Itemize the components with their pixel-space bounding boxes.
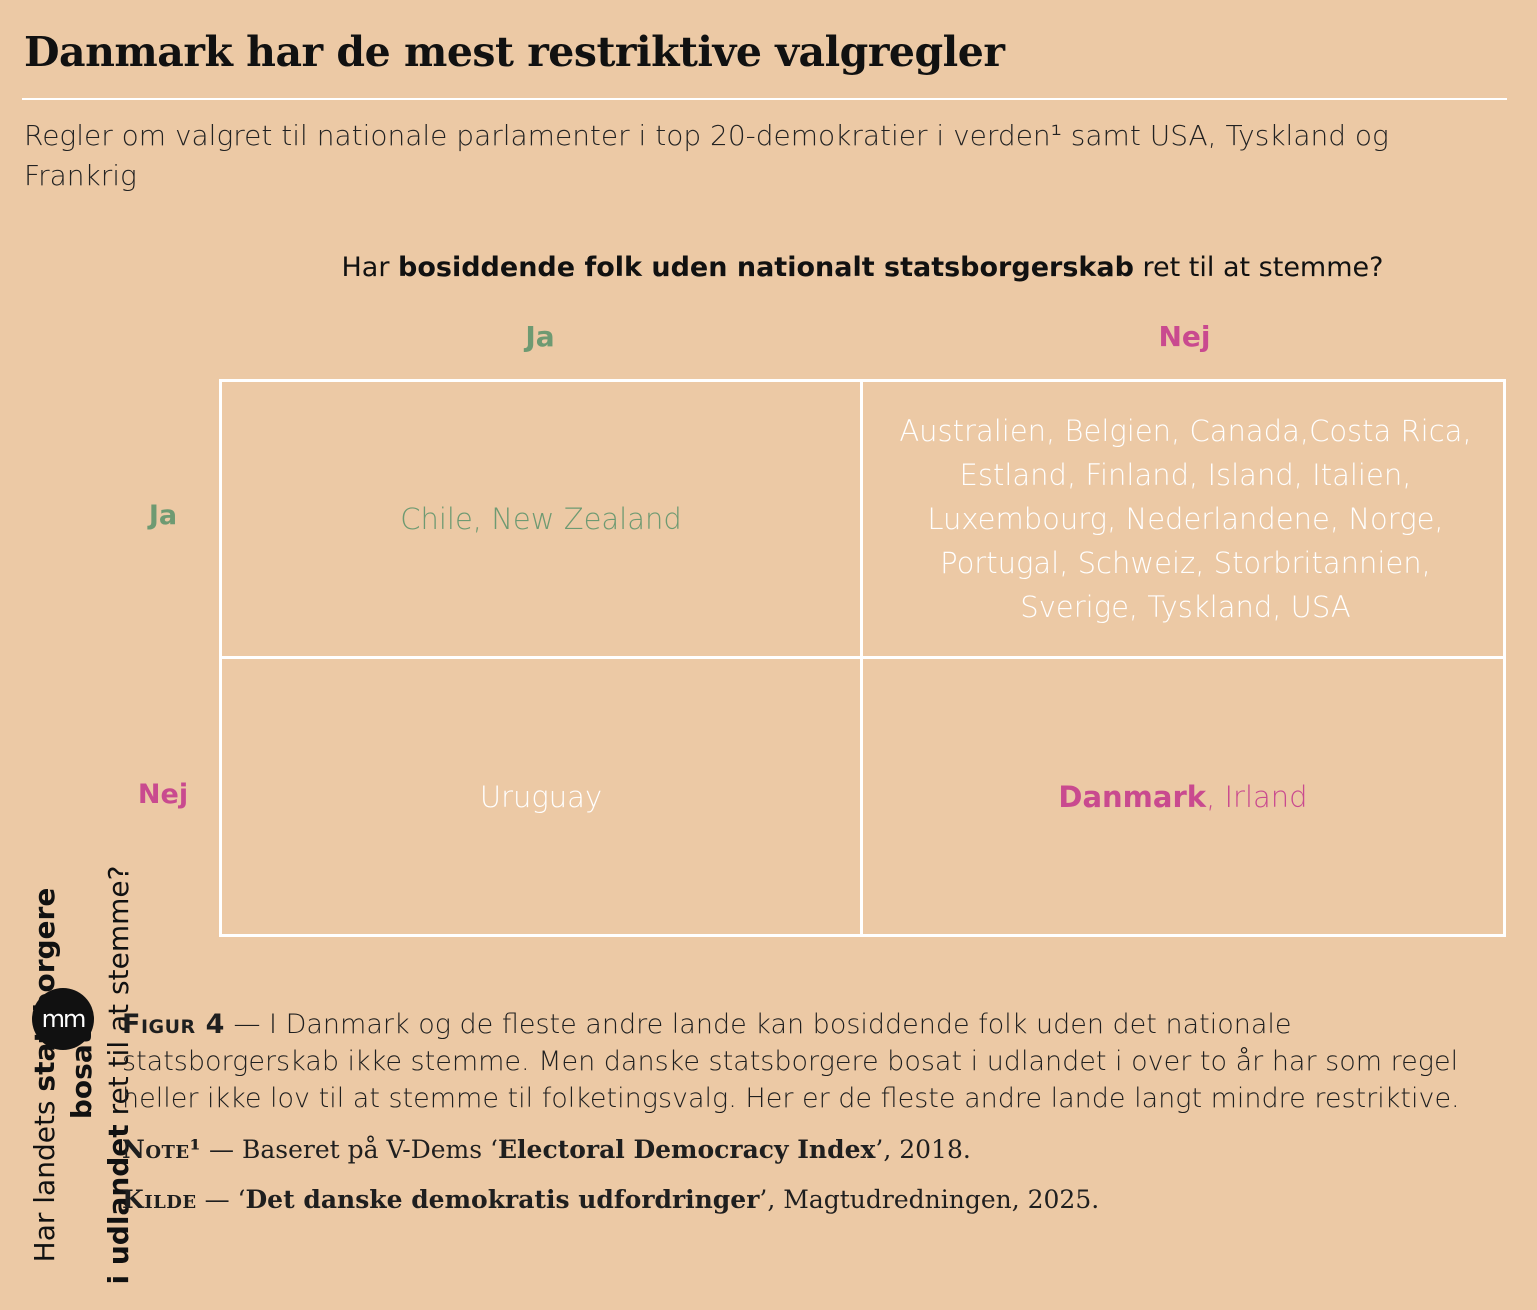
caption-separator: — [224,1009,270,1040]
cell-ja-nej: Australien, Belgien, Canada,Costa Rica, … [893,382,1478,656]
chart-title: Danmark har de mest restriktive valgregl… [24,28,1005,76]
cell-ja-ja: Chile, New Zealand [222,382,860,656]
cell-nej-ja-text: Uruguay [479,779,603,814]
cell-nej-nej-text: Danmark, Irland [1058,775,1307,819]
source-suffix: ’, Magtudredningen, 2025. [759,1185,1100,1214]
row-question-line-1: Har landets statsborgere bosat [26,840,100,1310]
column-question-suffix: ret til at stemme? [1133,252,1384,283]
row-question: Har landets statsborgere bosat i udlande… [26,840,135,1310]
caption-text: I Danmark og de fleste andre lande kan b… [122,1009,1460,1114]
source: Kilde — ‘Det danske demokratis udfordrin… [122,1183,1500,1217]
row-question-prefix: Har landets [28,1091,61,1263]
caption-label: Figur 4 [122,1009,225,1040]
column-question-bold: bosiddende folk uden nationalt statsborg… [398,252,1134,283]
note: Note¹ — Baseret på V-Dems ‘Electoral Dem… [122,1133,1500,1167]
cell-ja-nej-text: Australien, Belgien, Canada,Costa Rica, … [899,414,1472,624]
column-question-prefix: Har [341,252,399,283]
source-label: Kilde [122,1185,197,1214]
matrix-horizontal-divider [219,656,1506,659]
column-header-nej: Nej [1158,320,1211,353]
cell-nej-ja: Uruguay [222,659,860,934]
publisher-logo: mm [32,988,94,1050]
column-question: Har bosiddende folk uden nationalt stats… [220,252,1505,283]
source-separator: — [196,1185,238,1214]
note-prefix: Baseret på V-Dems ‘ [242,1135,498,1164]
cell-nej-nej: Danmark, Irland [863,659,1503,934]
title-divider [22,98,1507,100]
note-bold: Electoral Democracy Index [498,1135,876,1164]
figure-caption: Figur 4 — I Danmark og de fleste andre l… [122,1006,1500,1117]
column-header-ja: Ja [525,320,555,353]
source-bold: Det danske demokratis udfordringer [245,1185,760,1214]
note-label: Note¹ [122,1135,202,1164]
cell-ja-ja-text: Chile, New Zealand [400,502,682,536]
chart-subtitle: Regler om valgret til nationale parlamen… [24,119,1389,192]
source-prefix: ‘ [237,1185,246,1214]
row-header-nej: Nej [137,779,189,810]
note-separator: — [201,1135,243,1164]
cell-nej-nej-rest: , Irland [1206,779,1308,814]
note-suffix: ’, 2018. [875,1135,971,1164]
row-header-ja: Ja [148,500,178,531]
cell-nej-nej-highlight: Danmark [1058,779,1207,814]
